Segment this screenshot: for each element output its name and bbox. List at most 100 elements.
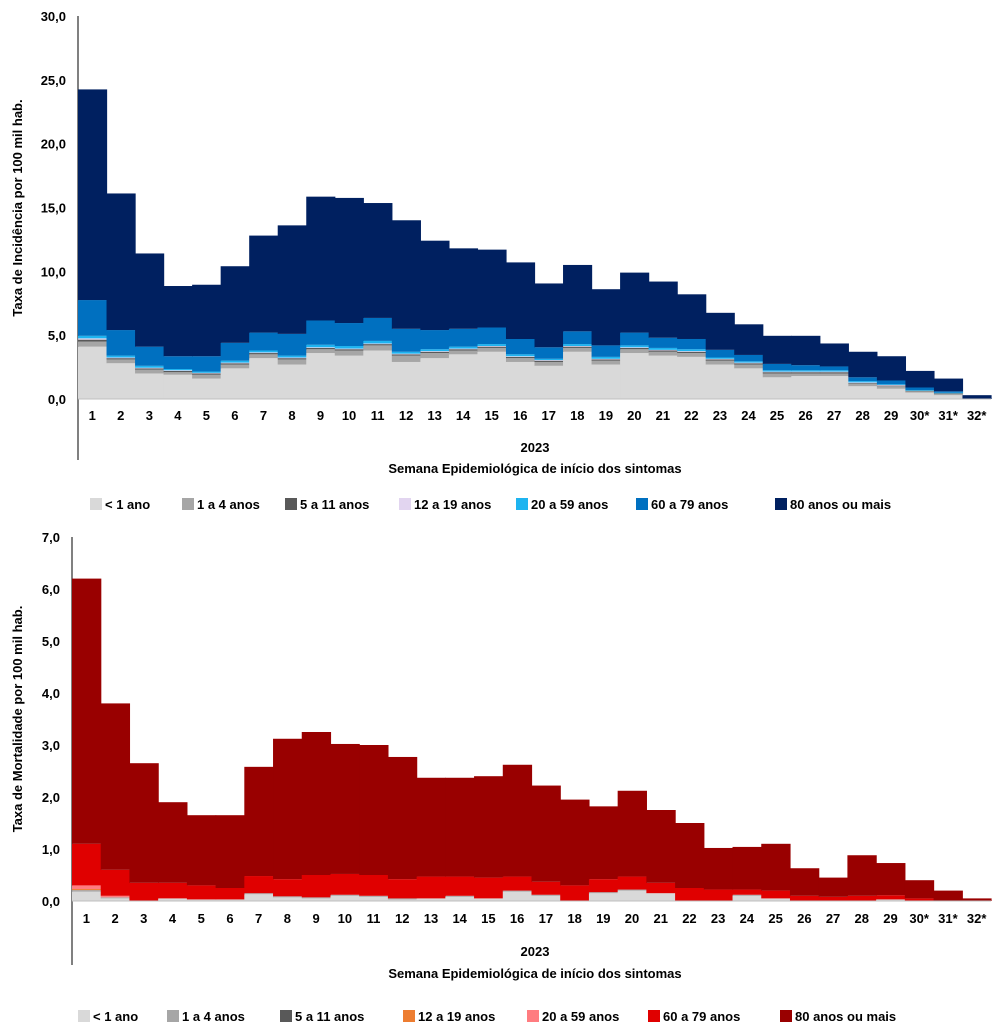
incidence-bar-segment-w8-s6	[277, 225, 307, 334]
mortality-bar-segment-w31-s6	[933, 890, 963, 901]
incidence-legend-swatch	[516, 498, 528, 510]
incidence-bar-segment-w18-s3	[563, 346, 593, 347]
mortality-bar-segment-w29-s5	[876, 895, 906, 900]
incidence-bar-segment-w14-s1	[448, 350, 479, 355]
incidence-bar-segment-w12-s5	[391, 328, 421, 352]
incidence-bar-segment-w8-s0	[277, 364, 307, 399]
mortality-bar-segment-w14-s1	[445, 895, 475, 897]
incidence-bar-segment-w8-s5	[277, 333, 307, 356]
mortality-bar-segment-w5-s0	[186, 899, 217, 901]
mortality-bar-segment-w17-s0	[531, 895, 561, 901]
mortality-bar-segment-w12-s5	[387, 879, 418, 899]
mortality-x-axis-year: 2023	[521, 944, 550, 959]
incidence-bar-segment-w25-s5	[762, 363, 792, 371]
mortality-x-tick-label: 10	[338, 911, 352, 926]
incidence-bar-segment-w27-s2	[819, 372, 849, 374]
incidence-bar-segment-w10-s1	[334, 350, 364, 356]
mortality-bar-segment-w8-s5	[273, 879, 303, 897]
incidence-bar-segment-w1-s3	[78, 338, 108, 340]
incidence-bar-segment-w24-s2	[734, 363, 764, 365]
incidence-bar-segment-w30-s6	[905, 370, 935, 388]
mortality-x-tick-label: 31*	[938, 911, 958, 926]
incidence-bar-segment-w12-s2	[391, 354, 421, 356]
mortality-bar-segment-w11-s5	[359, 875, 389, 896]
mortality-bar-segment-w19-s6	[588, 806, 619, 880]
incidence-bar-segment-w31-s2	[933, 393, 964, 394]
incidence-x-tick-label: 21	[656, 408, 670, 423]
mortality-legend-label: 60 a 79 anos	[663, 1009, 740, 1024]
incidence-bar-segment-w15-s1	[477, 347, 507, 352]
incidence-legend-label: 5 a 11 anos	[300, 497, 369, 512]
mortality-x-tick-label: 21	[653, 911, 667, 926]
mortality-bar-segment-w4-s5	[158, 882, 188, 899]
mortality-bar-segment-w10-s1	[330, 894, 360, 896]
incidence-bar-segment-w5-s6	[192, 284, 222, 357]
mortality-bar-segment-w32-s6	[962, 898, 992, 901]
mortality-bar-segment-w20-s5	[617, 876, 647, 890]
incidence-x-tick-label: 28	[855, 408, 869, 423]
mortality-legend-label: 20 a 59 anos	[542, 1009, 619, 1024]
mortality-bar-segment-w2-s4	[100, 895, 131, 898]
incidence-bar-segment-w12-s3	[391, 353, 421, 355]
incidence-bar-segment-w27-s4	[819, 370, 849, 372]
incidence-x-tick-label: 22	[684, 408, 698, 423]
incidence-x-tick-label: 9	[317, 408, 324, 423]
incidence-bar-segment-w28-s6	[848, 351, 878, 378]
mortality-x-tick-label: 11	[367, 911, 381, 926]
incidence-x-tick-label: 24	[741, 408, 756, 423]
mortality-legend-swatch	[78, 1010, 90, 1022]
mortality-y-tick-label: 7,0	[42, 530, 60, 545]
incidence-bar-segment-w32-s6	[962, 395, 992, 399]
incidence-bar-segment-w24-s4	[734, 361, 764, 363]
incidence-bar-segment-w4-s4	[163, 369, 193, 371]
incidence-bar-segment-w10-s6	[334, 197, 364, 324]
incidence-bar-segment-w28-s3	[848, 382, 878, 384]
mortality-x-tick-label: 8	[284, 911, 291, 926]
mortality-x-tick-label: 6	[226, 911, 233, 926]
incidence-bar-segment-w8-s2	[277, 358, 307, 360]
incidence-bar-segment-w4-s6	[163, 286, 193, 357]
mortality-x-tick-label: 19	[596, 911, 610, 926]
incidence-bar-segment-w8-s3	[277, 357, 307, 359]
incidence-bar-segment-w18-s4	[563, 344, 593, 347]
mortality-bar-segment-w4-s0	[158, 898, 188, 901]
mortality-bar-segment-w24-s5	[732, 889, 762, 895]
mortality-bar-segment-w22-s6	[675, 823, 705, 888]
incidence-bar-segment-w31-s0	[933, 395, 964, 399]
incidence-bar-segment-w6-s4	[220, 360, 250, 363]
mortality-x-tick-label: 4	[169, 911, 177, 926]
mortality-x-tick-label: 1	[83, 911, 90, 926]
incidence-bar-segment-w3-s4	[135, 365, 165, 368]
incidence-legend-swatch	[90, 498, 102, 510]
incidence-bar-segment-w7-s2	[249, 353, 279, 355]
incidence-legend: < 1 ano 1 a 4 anos 5 a 11 anos 12 a 19 anos…	[90, 497, 891, 512]
incidence-bar-segment-w7-s6	[249, 235, 279, 333]
incidence-x-tick-label: 23	[713, 408, 727, 423]
incidence-bar-segment-w11-s0	[363, 350, 393, 399]
incidence-bar-segment-w21-s1	[648, 351, 678, 356]
mortality-bar-segment-w10-s5	[330, 873, 360, 895]
mortality-bar-segment-w20-s1	[617, 889, 647, 891]
incidence-bar-segment-w6-s6	[220, 266, 250, 343]
incidence-bar-segment-w29-s1	[876, 386, 907, 389]
incidence-x-tick-label: 2	[117, 408, 124, 423]
incidence-x-tick-label: 20	[627, 408, 641, 423]
incidence-bar-segment-w6-s1	[220, 364, 250, 369]
incidence-bar-segment-w10-s2	[334, 349, 364, 351]
incidence-bar-segment-w17-s2	[534, 360, 564, 362]
mortality-x-tick-label: 17	[539, 911, 553, 926]
incidence-bar-segment-w30-s1	[905, 391, 935, 393]
incidence-bar-segment-w25-s3	[762, 371, 792, 373]
incidence-bar-segment-w3-s2	[135, 368, 165, 370]
incidence-bar-segment-w22-s2	[677, 351, 707, 354]
incidence-bar-segment-w14-s5	[448, 328, 479, 347]
incidence-bar-segment-w20-s1	[620, 349, 650, 354]
incidence-bar-segment-w13-s3	[420, 351, 450, 352]
incidence-bar-segment-w26-s0	[791, 376, 821, 399]
incidence-x-tick-label: 13	[427, 408, 441, 423]
incidence-bar-segment-w1-s2	[78, 339, 108, 342]
incidence-bar-segment-w28-s2	[848, 383, 878, 384]
incidence-bar-segment-w21-s4	[648, 347, 678, 350]
incidence-bar-segment-w12-s4	[391, 351, 421, 354]
mortality-bar-segment-w15-s6	[474, 776, 504, 878]
